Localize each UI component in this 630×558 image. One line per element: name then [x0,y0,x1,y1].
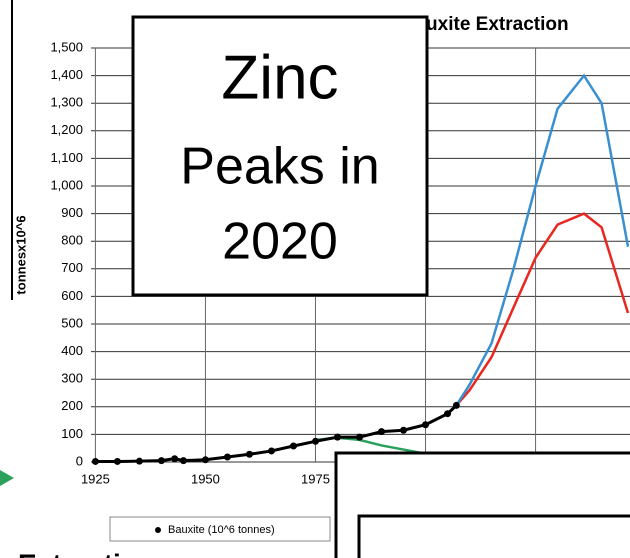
y-tick-label: 400 [61,343,83,358]
legend [109,516,331,542]
data-point [113,457,121,465]
y-tick-label: 700 [61,260,83,275]
footer-text: Extraction [18,548,155,558]
y-tick-label: 1,200 [50,122,83,137]
data-point [179,457,187,465]
data-point [267,447,275,455]
y-tick-label: 300 [61,371,83,386]
data-point [201,456,209,464]
overlay-line: Peaks in [180,138,379,196]
y-tick-label: 500 [61,315,83,330]
y-tick-label: 1,400 [50,67,83,82]
data-point [444,410,452,418]
data-point [289,442,297,450]
x-tick-label: 1950 [191,471,220,486]
overlay-inner-window [357,514,630,558]
data-point [171,455,179,463]
overlay-line: 2020 [222,213,338,271]
y-tick-label: 1,000 [50,177,83,192]
overlay-line: Zinc [221,43,338,112]
data-point [311,437,319,445]
data-point [223,453,231,461]
data-point [333,433,341,441]
series-line [455,73,630,407]
y-tick-label: 1,500 [50,39,83,54]
series-line [455,212,630,407]
data-point [245,450,253,458]
data-point [452,401,460,409]
overlay-box [131,15,429,297]
y-tick-label: 100 [61,426,83,441]
legend-label: Bauxite (10^6 tonnes) [168,524,275,536]
data-point [356,433,363,441]
data-point [157,457,165,465]
arrow-fragment [0,470,14,486]
y-axis-label: tonnesx10^6 [13,215,28,294]
data-point [135,457,143,465]
x-tick-label: 1975 [301,471,330,486]
data-point [400,426,408,434]
legend-marker [155,527,161,533]
data-point [91,457,99,465]
data-point [422,421,430,429]
y-tick-label: 900 [61,205,83,220]
y-tick-label: 200 [61,398,83,413]
y-tick-label: 800 [61,233,83,248]
y-tick-label: 0 [76,453,83,468]
y-tick-label: 600 [61,288,83,303]
data-point [378,428,386,436]
y-tick-label: 1,300 [50,95,83,110]
y-tick-label: 1,100 [50,150,83,165]
x-tick-label: 1925 [81,471,110,486]
